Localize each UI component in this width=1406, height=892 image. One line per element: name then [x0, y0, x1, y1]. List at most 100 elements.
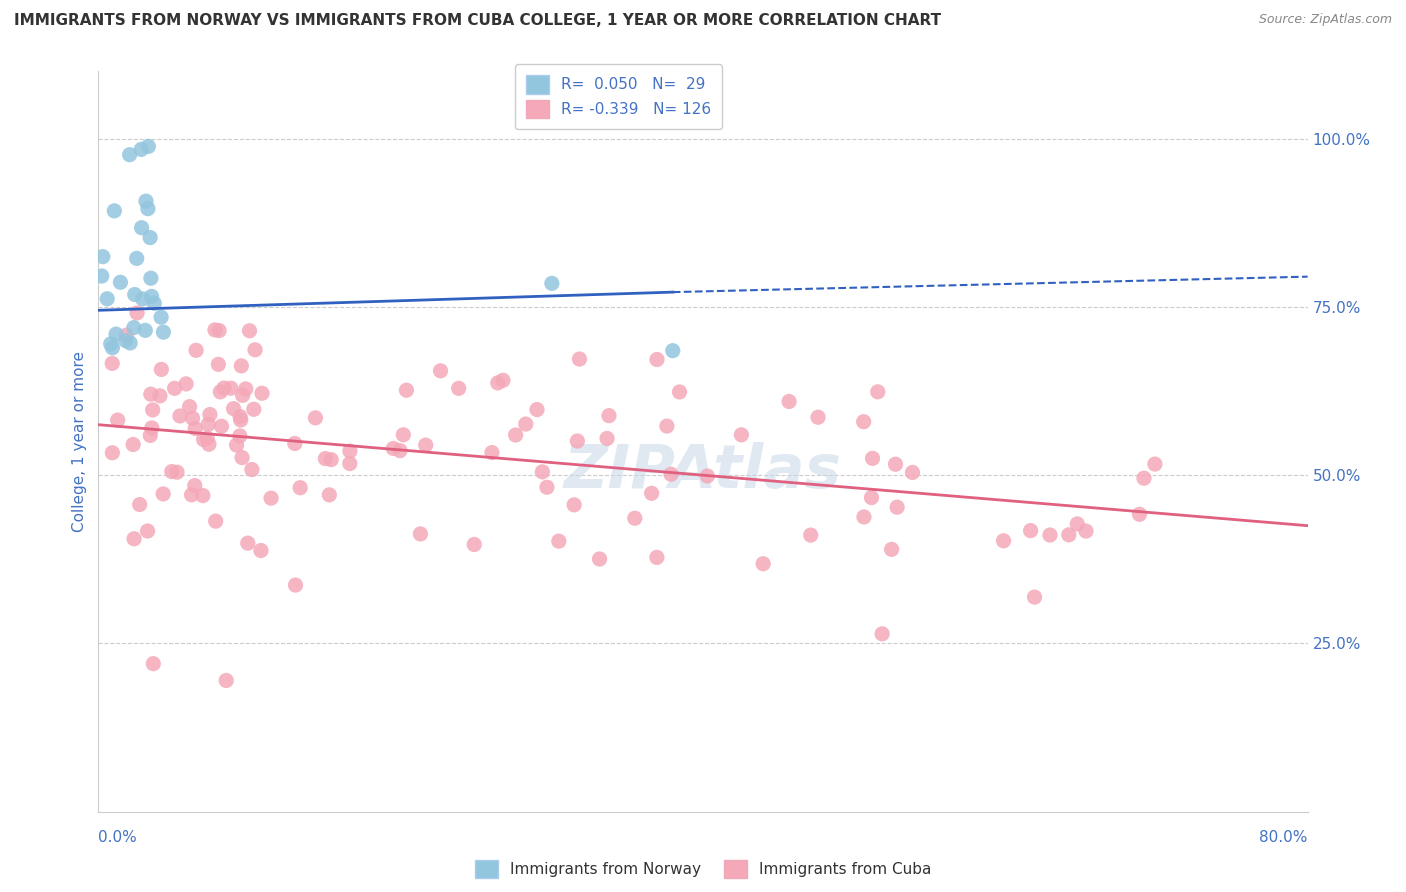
Point [198, 437, 221, 451]
Point [645, 550, 668, 565]
Point [101, 341, 124, 355]
Point [101, 446, 124, 460]
Y-axis label: College, 1 year or more: College, 1 year or more [72, 351, 87, 532]
Point [492, 373, 515, 387]
Point [139, 428, 162, 442]
Point [163, 381, 186, 395]
Point [1039, 528, 1062, 542]
Text: 0.0%: 0.0% [98, 830, 138, 846]
Point [90, 268, 112, 283]
Point [142, 403, 165, 417]
Point [901, 466, 924, 480]
Point [184, 343, 207, 358]
Legend: R=  0.050   N=  29, R= -0.339   N= 126: R= 0.050 N= 29, R= -0.339 N= 126 [515, 64, 721, 129]
Point [339, 457, 361, 471]
Point [131, 292, 153, 306]
Point [778, 394, 800, 409]
Point [152, 487, 174, 501]
Point [536, 480, 558, 494]
Point [141, 289, 163, 303]
Point [624, 511, 647, 525]
Point [852, 415, 875, 429]
Point [429, 364, 451, 378]
Point [139, 230, 162, 244]
Point [314, 451, 336, 466]
Point [197, 417, 219, 432]
Point [339, 444, 361, 458]
Point [392, 427, 415, 442]
Point [150, 362, 173, 376]
Point [540, 277, 562, 291]
Point [860, 491, 883, 505]
Point [655, 419, 678, 434]
Point [852, 510, 875, 524]
Point [880, 542, 903, 557]
Point [204, 514, 226, 528]
Point [181, 411, 204, 425]
Point [659, 467, 682, 482]
Point [184, 421, 207, 435]
Point [505, 428, 527, 442]
Point [284, 578, 307, 592]
Text: IMMIGRANTS FROM NORWAY VS IMMIGRANTS FROM CUBA COLLEGE, 1 YEAR OR MORE CORRELATI: IMMIGRANTS FROM NORWAY VS IMMIGRANTS FRO… [14, 13, 941, 29]
Point [596, 432, 619, 446]
Point [141, 421, 163, 435]
Point [236, 536, 259, 550]
Point [166, 465, 188, 479]
Point [124, 287, 146, 301]
Point [150, 310, 173, 325]
Point [415, 438, 437, 452]
Point [139, 387, 162, 401]
Point [388, 443, 411, 458]
Point [567, 434, 589, 448]
Point [1066, 516, 1088, 531]
Point [288, 481, 311, 495]
Point [598, 409, 620, 423]
Point [993, 533, 1015, 548]
Point [136, 202, 159, 216]
Point [1133, 471, 1156, 485]
Point [395, 383, 418, 397]
Point [250, 386, 273, 401]
Point [129, 142, 152, 156]
Point [1143, 457, 1166, 471]
Point [229, 413, 252, 427]
Point [382, 442, 405, 456]
Point [232, 388, 254, 402]
Point [193, 433, 215, 447]
Point [169, 409, 191, 423]
Point [562, 498, 585, 512]
Point [409, 527, 432, 541]
Point [526, 402, 548, 417]
Text: ZIPAtlas: ZIPAtlas [564, 442, 842, 500]
Point [160, 465, 183, 479]
Point [568, 352, 591, 367]
Point [198, 408, 221, 422]
Point [122, 532, 145, 546]
Point [862, 451, 884, 466]
Point [139, 271, 162, 285]
Point [321, 452, 343, 467]
Point [105, 327, 128, 342]
Point [229, 429, 252, 443]
Point [174, 376, 197, 391]
Point [138, 139, 160, 153]
Point [884, 457, 907, 471]
Point [668, 384, 690, 399]
Point [114, 334, 136, 348]
Point [107, 413, 129, 427]
Point [110, 276, 132, 290]
Point [136, 524, 159, 538]
Point [730, 427, 752, 442]
Point [91, 250, 114, 264]
Point [103, 203, 125, 218]
Point [131, 220, 153, 235]
Point [125, 252, 148, 266]
Point [231, 359, 253, 373]
Point [1128, 508, 1150, 522]
Point [120, 335, 142, 350]
Point [143, 296, 166, 310]
Point [207, 357, 229, 371]
Point [250, 543, 273, 558]
Point [1024, 590, 1046, 604]
